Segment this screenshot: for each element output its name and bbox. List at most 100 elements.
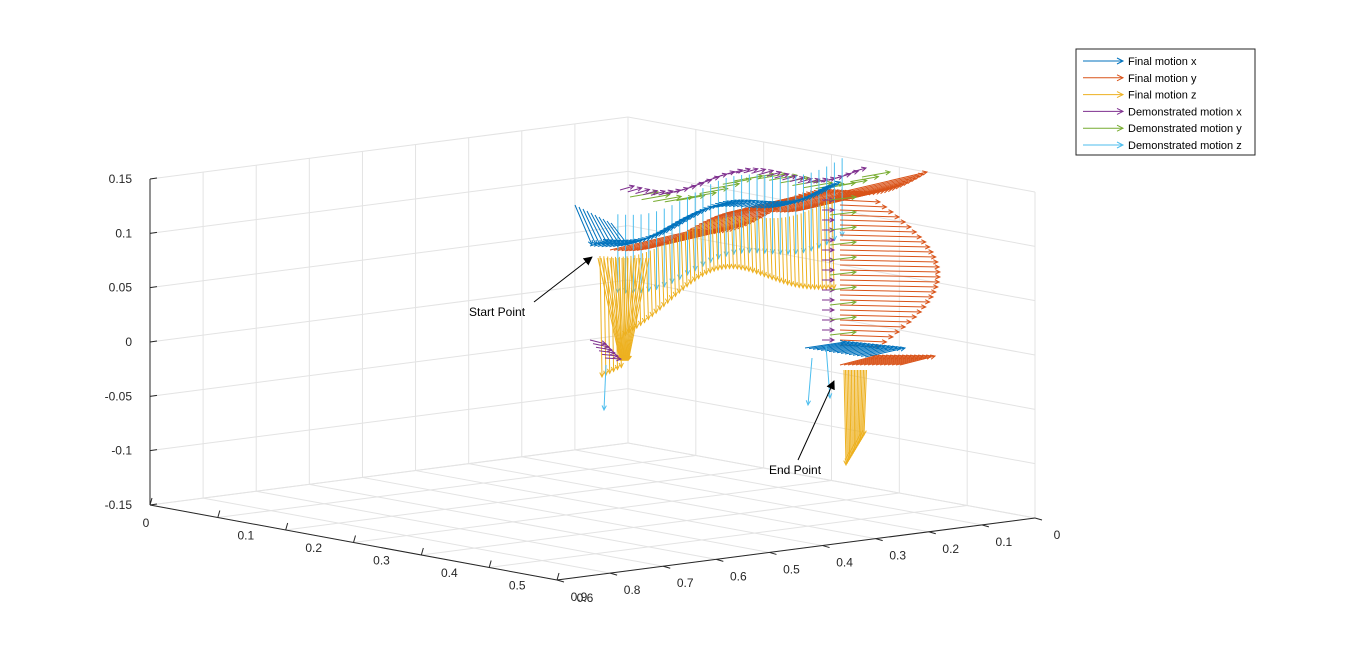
legend-swatch	[1083, 57, 1125, 65]
legend-label: Demonstrated motion x	[1128, 106, 1242, 118]
demonstrated-motion-x-arrow	[822, 307, 836, 313]
y-tick-mark	[609, 572, 618, 576]
demonstrated-motion-x-arrow	[822, 337, 836, 343]
grid-floor-y	[574, 449, 982, 526]
demonstrated-motion-z-arrow	[700, 188, 706, 268]
grid-floor-x	[285, 467, 764, 531]
final-motion-y-arrow	[899, 354, 937, 366]
grid-floor-y	[468, 463, 876, 540]
y-tick-label: 0.2	[942, 542, 959, 556]
final-motion-z-arrow	[668, 241, 675, 301]
legend-label: Final motion x	[1128, 56, 1197, 68]
legend-entry: Final motion x	[1083, 56, 1197, 68]
demonstrated-motion-x-arrow	[828, 174, 844, 181]
final-motion-x-arrow	[864, 346, 907, 358]
final-motion-y-arrow	[839, 224, 913, 230]
y-tick-label: 0.4	[836, 556, 853, 570]
demonstrated-motion-x-arrow	[592, 343, 611, 349]
final-motion-z-arrow	[653, 248, 659, 315]
final-motion-z-arrow	[699, 224, 705, 278]
y-tick-mark	[981, 524, 990, 528]
demonstrated-motion-y-arrow	[829, 224, 858, 231]
final-motion-y-arrow	[839, 274, 942, 280]
demonstrated-motion-x-arrow	[822, 237, 836, 243]
demonstrated-motion-y-arrow	[829, 209, 858, 216]
x-tick-mark	[420, 547, 424, 556]
final-motion-x-arrow	[821, 180, 842, 189]
demonstrated-motion-z-arrow	[692, 192, 698, 272]
final-motion-z-arrow	[684, 232, 690, 288]
grid-floor-y	[415, 470, 823, 547]
grid-lines	[149, 116, 1036, 581]
final-motion-z-arrow	[765, 218, 771, 280]
z-tick-mark	[149, 231, 158, 234]
demonstrated-motion-x-arrow	[822, 207, 836, 213]
final-motion-y-arrow	[839, 239, 927, 245]
final-motion-y-arrow	[839, 319, 913, 325]
x-tick-label: 0.3	[373, 554, 390, 568]
demonstrated-motion-x-arrow	[836, 172, 852, 179]
demonstrated-motion-x-arrow	[743, 167, 759, 174]
demonstrated-motion-y-arrow	[829, 329, 858, 336]
final-motion-z-arrow	[761, 217, 767, 278]
grid-floor-y	[362, 476, 770, 553]
final-motion-z-arrow	[692, 228, 698, 283]
final-motion-x-arrow	[606, 220, 625, 246]
final-motion-y-arrow	[839, 279, 941, 285]
demonstrated-motion-x-arrow	[822, 327, 836, 333]
y-axis-line	[556, 517, 1036, 581]
final-motion-y-arrow	[841, 170, 929, 193]
z-tick-label: -0.05	[105, 389, 133, 403]
grid-side-z	[149, 279, 629, 343]
grid-back-z	[627, 388, 1036, 465]
final-motion-z-arrow	[645, 251, 651, 321]
final-motion-z-arrow	[626, 257, 650, 362]
tick-labels: 00.10.20.30.40.50.600.10.20.30.40.50.60.…	[105, 172, 1061, 605]
legend-entry: Demonstrated motion z	[1083, 140, 1242, 152]
final-motion-z-arrow	[819, 204, 825, 291]
demonstrated-motion-z-arrow	[684, 196, 691, 277]
final-motion-y-arrow	[839, 199, 882, 205]
final-motion-x-arrow	[598, 216, 617, 246]
final-motion-z-arrow	[719, 218, 725, 271]
final-motion-x-arrow	[610, 222, 629, 246]
demonstrated-motion-x-arrow	[712, 172, 728, 179]
demonstrated-motion-x-arrow	[643, 189, 659, 196]
final-motion-y-arrow	[839, 309, 923, 315]
final-motion-z-arrow	[827, 200, 833, 291]
x-tick-mark	[285, 522, 289, 531]
demonstrated-motion-x-arrow	[673, 186, 690, 193]
final-motion-y-arrow	[839, 299, 931, 305]
z-tick-mark	[149, 503, 158, 506]
demonstrated-motion-x-arrow	[822, 267, 836, 273]
final-motion-y-arrow	[839, 289, 937, 295]
y-tick-label: 0.5	[783, 562, 800, 576]
final-motion-y-arrow	[839, 284, 939, 290]
y-tick-label: 0.6	[730, 569, 747, 583]
final-motion-z-arrow	[672, 238, 678, 298]
final-motion-z-arrow	[796, 214, 802, 289]
demonstrated-motion-x-arrow	[766, 170, 783, 177]
demonstrated-motion-y-arrow	[829, 269, 858, 276]
final-motion-y-arrow	[839, 259, 939, 265]
legend-label: Final motion z	[1128, 90, 1196, 102]
grid-floor-y	[521, 456, 929, 533]
final-motion-z-arrow	[734, 216, 740, 271]
demonstrated-motion-x-arrow	[851, 166, 868, 173]
x-tick-label: 0.5	[509, 579, 526, 593]
demonstrated-motion-z-arrow	[601, 364, 607, 412]
demonstrated-motion-x-arrow	[789, 176, 806, 182]
demonstrated-motion-y-arrow	[829, 194, 858, 201]
final-motion-z-arrow	[726, 216, 733, 270]
x-tick-mark	[556, 572, 560, 581]
legend-swatch	[1083, 141, 1125, 149]
final-motion-y-arrow	[839, 334, 895, 340]
legend-swatch	[1083, 124, 1125, 132]
grid-back-z	[627, 116, 1036, 193]
demonstrated-motion-x-arrow	[601, 352, 620, 359]
final-motion-y-arrow	[839, 249, 935, 255]
end-point-label: End Point	[769, 463, 822, 477]
final-motion-y-arrow	[839, 329, 901, 335]
demonstrated-motion-x-arrow	[759, 169, 775, 175]
grid-side-z	[149, 225, 629, 289]
